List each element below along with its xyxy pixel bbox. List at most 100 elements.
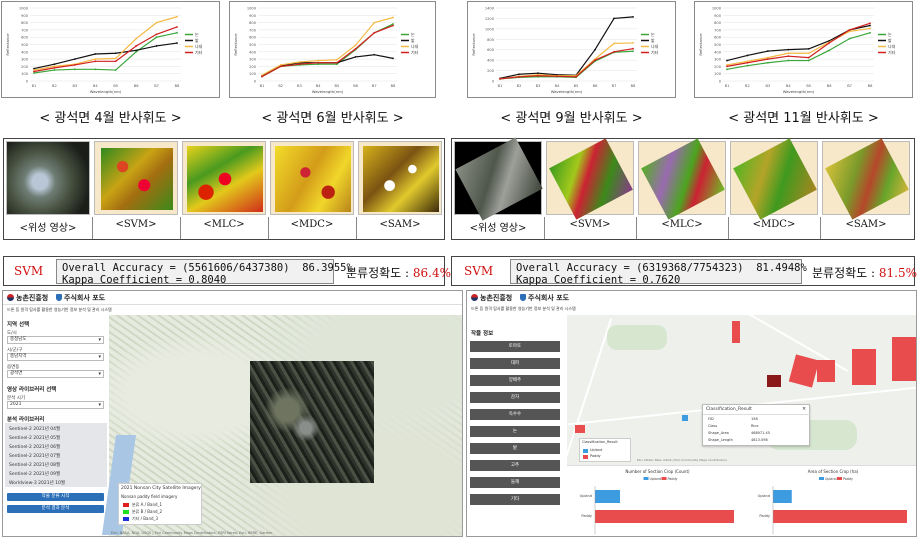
legend-label: 밭 <box>651 37 655 43</box>
list-item[interactable]: Sentinel-2 2021년 07월 <box>9 454 61 459</box>
city-select[interactable]: 충남지역 ▾ <box>7 353 104 361</box>
x-tick-label: B7 <box>612 84 617 88</box>
bar-chart-title: Number of Section Crop (Count) <box>625 469 690 474</box>
list-item[interactable]: Sentinel-2 2021년 09월 <box>9 472 61 477</box>
data-point <box>155 33 158 36</box>
data-point <box>632 42 634 44</box>
y-tick-label: 200 <box>487 69 495 73</box>
kappa-text: Kappa Coefficient = 0.7620 <box>516 274 681 286</box>
accuracy-report: Overall Accuracy = (5561606/6437380) 86.… <box>56 259 353 286</box>
data-point <box>94 60 97 63</box>
data-point <box>787 52 790 55</box>
series-line <box>261 23 394 78</box>
data-point <box>94 68 97 71</box>
x-axis-label: Wavelength(nm) <box>551 89 583 94</box>
data-point <box>632 15 634 18</box>
data-point <box>298 61 301 63</box>
data-point <box>787 59 790 62</box>
classification-panel-right: <위성 영상> <SVM> <MLC> <MDC> <SAM> <box>451 137 915 240</box>
data-point <box>632 50 634 53</box>
data-point <box>746 60 749 63</box>
series-line <box>499 42 634 80</box>
list-item[interactable]: Sentinel-2 2021년 06월 <box>9 445 61 450</box>
crop-button[interactable]: 기타 <box>470 494 560 505</box>
x-tick-label: B4 <box>555 84 560 88</box>
crop-button[interactable]: 대파 <box>470 358 560 369</box>
close-icon[interactable]: × <box>802 406 807 412</box>
data-point <box>556 75 558 78</box>
data-point <box>537 74 539 77</box>
logo-text-podo: 주식회사 포도 <box>528 294 570 302</box>
list-item[interactable]: Sentinel-2 2021년 05월 <box>9 436 61 441</box>
logo-text-rda: 농촌진흥청 <box>480 294 513 302</box>
y-tick-label: 1000 <box>19 7 29 11</box>
chart-svg: 0 100 200 300 400 500 600 700 800 900 1000 B1 B2 B3 B4… <box>233 7 419 95</box>
crop-button[interactable]: 토마토 <box>470 341 560 352</box>
map-canvas[interactable]: Classification_Result × FID 158 Class Ri… <box>563 300 916 465</box>
chart-caption-september: < 광석면 9월 반사휘도 > <box>500 111 643 126</box>
popup-value: 158 <box>751 417 758 421</box>
y-tick-label: 1000 <box>485 27 495 31</box>
legend-label: 기타 <box>651 49 659 55</box>
crop-button[interactable]: 들깨 <box>470 477 560 488</box>
y-tick-label: 600 <box>487 48 495 52</box>
data-point <box>373 21 376 24</box>
analyze-results-button[interactable]: 분석 결과 분석 <box>7 505 104 513</box>
field-polygon[interactable] <box>892 337 916 381</box>
accuracy-label: 분류정확도 : <box>346 266 413 280</box>
series-line <box>499 48 634 80</box>
crop-button[interactable]: 양배추 <box>470 375 560 386</box>
accuracy-value: 86.4% <box>412 266 451 280</box>
crop-button[interactable]: 밭 <box>470 443 560 454</box>
data-point <box>135 50 138 53</box>
bar <box>773 490 792 503</box>
field-polygon[interactable] <box>817 360 835 382</box>
crop-button[interactable]: 고추 <box>470 460 560 471</box>
town-value: 광석면 <box>10 371 23 376</box>
mlc-result-tile <box>638 138 726 220</box>
spectral-chart-june: 0 100 200 300 400 500 600 700 800 900 1000 B1 B2 B3 B4… <box>229 1 436 98</box>
y-axis-label: Reflectance <box>233 33 238 56</box>
field-polygon[interactable] <box>575 425 585 433</box>
x-tick-label: B4 <box>316 84 321 88</box>
y-tick-label: 200 <box>21 65 29 69</box>
field-polygon[interactable] <box>767 375 781 387</box>
data-point <box>594 48 596 51</box>
list-item[interactable]: Sentinel-2 2021년 04월 <box>9 427 61 432</box>
method-label: SVM <box>14 264 44 278</box>
town-select[interactable]: 광석면 ▾ <box>7 370 104 378</box>
start-classification-button[interactable]: 작물 분류 시작 <box>7 493 104 501</box>
series-line <box>726 27 871 66</box>
province-select[interactable]: 충청남도 ▾ <box>7 336 104 344</box>
y-tick-label: 900 <box>21 14 29 18</box>
method-label: SVM <box>464 264 494 278</box>
data-point <box>575 75 577 78</box>
year-select[interactable]: 2021 ▾ <box>7 401 104 409</box>
y-tick-label: 700 <box>249 28 257 32</box>
legend-swatch-red <box>583 455 588 459</box>
crop-button[interactable]: 옥수수 <box>470 409 560 420</box>
crop-button[interactable]: 논 <box>470 426 560 437</box>
x-tick-label: B2 <box>52 84 57 88</box>
chart-caption-june: < 광석면 6월 반사휘도 > <box>261 111 404 126</box>
sam-result-tile <box>358 141 442 215</box>
field-polygon[interactable] <box>682 415 688 421</box>
data-point <box>33 67 35 70</box>
list-item[interactable]: Worldview-3 2021년 10월 <box>9 481 66 486</box>
legend-swatch-green <box>123 510 129 514</box>
mdc-result-tile <box>270 141 354 215</box>
legend-item: 기타 / Band_3 <box>132 516 159 521</box>
field-polygon[interactable] <box>852 349 876 385</box>
list-item[interactable]: Sentinel-2 2021년 08월 <box>9 463 61 468</box>
field-polygon[interactable] <box>788 354 820 388</box>
legend-swatch <box>837 477 842 480</box>
field-polygon[interactable] <box>732 321 740 343</box>
label-city: 시/군/구 <box>7 348 23 353</box>
map-canvas[interactable]: 2021 Nonsan City Satellite Imagery Nonsa… <box>101 315 462 536</box>
data-point <box>114 69 117 71</box>
crop-button[interactable]: 감자 <box>470 392 560 403</box>
x-tick-label: B5 <box>574 84 579 88</box>
legend-item: 분류 B / Band_2 <box>132 509 163 514</box>
y-tick-label: 1400 <box>485 7 495 11</box>
popup-value: 4813.098 <box>751 438 768 442</box>
